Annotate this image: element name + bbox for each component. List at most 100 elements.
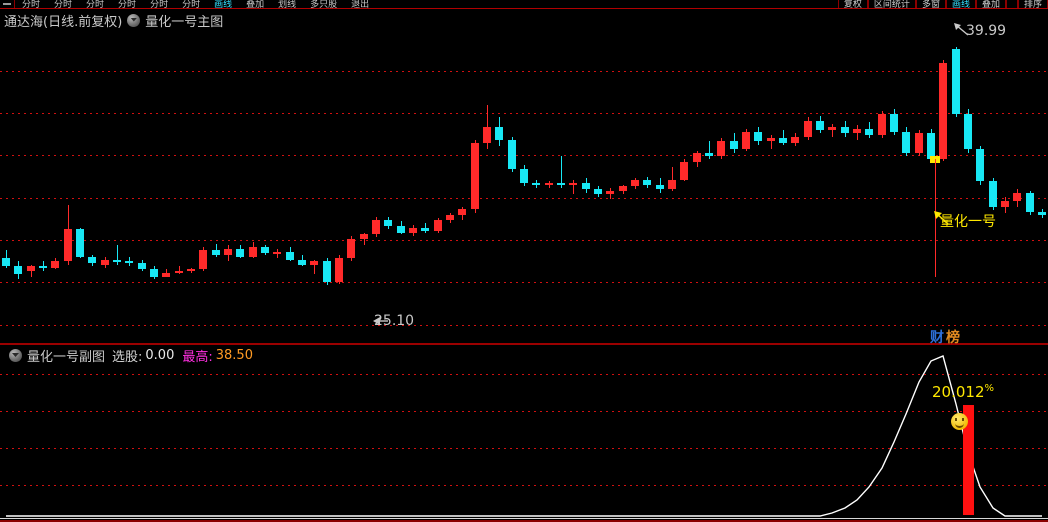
candle-wick — [117, 245, 118, 265]
candle-body — [767, 138, 775, 142]
toolbar-item-5[interactable]: 分时 — [182, 0, 201, 9]
candle-body — [631, 179, 639, 187]
candle-body — [853, 128, 861, 134]
candle-wick — [783, 130, 784, 145]
candle-wick — [166, 269, 167, 276]
toolbar-item-0[interactable]: 分时 — [22, 0, 41, 9]
candle-body — [915, 133, 923, 153]
candle-body — [323, 261, 331, 283]
candle-body — [545, 183, 553, 185]
smiley-mouth — [955, 421, 964, 428]
toolbar-right-item-5[interactable] — [1005, 0, 1018, 8]
toolbar-item-4[interactable]: 分时 — [150, 0, 169, 9]
candle-body — [187, 269, 195, 272]
candle-body — [606, 191, 614, 195]
high-price-label: 39.99 — [966, 23, 1007, 39]
toolbar-right-item-1[interactable]: 区间统计 — [867, 0, 916, 8]
percent-sign: % — [984, 383, 995, 394]
candle-body — [656, 184, 664, 190]
peak-percent-value: 20.012 — [932, 383, 985, 401]
candle-body — [717, 141, 725, 156]
toolbar-item-2[interactable]: 分时 — [86, 0, 105, 9]
max-value: 38.50 — [215, 348, 253, 363]
indicator-name[interactable]: 量化一号主图 — [145, 14, 224, 30]
toolbar-drag-handle[interactable] — [0, 0, 15, 8]
candle-body — [779, 138, 787, 143]
candle-body — [520, 168, 528, 183]
toolbar-item-7[interactable]: 叠加 — [246, 0, 265, 9]
toolbar-right-item-4[interactable]: 叠加 — [975, 0, 1006, 8]
indicator-baseline — [0, 518, 1048, 519]
watermark-char-2: 榜 — [946, 330, 960, 346]
smiley-eye-right — [962, 418, 964, 421]
candle-body — [162, 272, 170, 278]
window-bottom-border — [0, 520, 1048, 522]
candle-body — [791, 136, 799, 143]
indicator-chevron-down-icon[interactable] — [9, 349, 22, 362]
candle-body — [816, 120, 824, 131]
candle-body — [939, 63, 947, 159]
candle-body — [51, 261, 59, 268]
candle-body — [1038, 211, 1046, 215]
candle-body — [199, 250, 207, 270]
candle-body — [841, 127, 849, 134]
toolbar-item-3[interactable]: 分时 — [118, 0, 137, 9]
toolbar-right-item-2[interactable]: 多窗 — [915, 0, 946, 8]
candle-body — [964, 114, 972, 150]
peak-percent-label: 20.012% — [932, 383, 994, 401]
period-label: (日线.前复权) — [43, 14, 123, 30]
indicator-chart-pane[interactable] — [0, 345, 1048, 522]
candle-body — [680, 162, 688, 180]
toolbar-left-group[interactable]: 分时 分时 分时 分时 分时 分时 画线 叠加 划线 多只股 退出 — [0, 0, 376, 9]
toolbar-item-10[interactable]: 退出 — [351, 0, 370, 9]
toolbar-right-item-0[interactable]: 复权 — [837, 0, 868, 8]
indicator-gridline-2 — [0, 448, 1048, 449]
candle-wick — [573, 179, 574, 195]
toolbar-right-item-3[interactable]: 画线 — [945, 0, 976, 8]
price-chart-pane[interactable] — [0, 9, 1048, 343]
toolbar-item-1[interactable]: 分时 — [54, 0, 73, 9]
candle-body — [902, 131, 910, 153]
candle-body — [2, 258, 10, 267]
low-price-label: 25.10 — [374, 313, 415, 329]
candle-body — [14, 266, 22, 275]
signal-arrow-icon — [934, 211, 949, 225]
candle-body — [643, 179, 651, 185]
indicator-title-bar: 量化一号副图 选股: 0.00 最高: 38.50 — [4, 347, 253, 365]
candle-body — [39, 266, 47, 269]
price-gridline-1 — [0, 113, 1048, 114]
candle-body — [878, 114, 886, 135]
candle-body — [1013, 192, 1021, 201]
indicator-panel-name[interactable]: 量化一号副图 — [27, 350, 106, 365]
candle-body — [88, 256, 96, 263]
toolbar-item-6[interactable]: 画线 — [214, 0, 233, 9]
watermark: 财 榜 — [929, 330, 961, 346]
price-gridline-3 — [0, 198, 1048, 199]
candle-body — [594, 189, 602, 195]
candle-wick — [771, 135, 772, 150]
candle-body — [705, 152, 713, 156]
candle-body — [668, 179, 676, 190]
indicator-gridline-0 — [0, 374, 1048, 375]
candle-wick — [832, 123, 833, 137]
candle-body — [298, 259, 306, 265]
candle-body — [804, 120, 812, 137]
pane-separator — [0, 343, 1048, 345]
top-toolbar[interactable]: 分时 分时 分时 分时 分时 分时 画线 叠加 划线 多只股 退出 复权 区间统… — [0, 0, 1048, 9]
toolbar-right-group[interactable]: 复权 区间统计 多窗 画线 叠加 排序 — [837, 0, 1048, 8]
candle-body — [569, 183, 577, 185]
toolbar-item-8[interactable]: 划线 — [278, 0, 297, 9]
toolbar-right-item-6[interactable]: 排序 — [1017, 0, 1048, 8]
candle-body — [508, 139, 516, 169]
indicator-gridline-3 — [0, 485, 1048, 486]
chevron-down-icon[interactable] — [127, 13, 141, 27]
candle-body — [828, 127, 836, 131]
candle-wick — [672, 167, 673, 191]
indicator-line-series — [6, 355, 1042, 517]
candle-body — [1026, 192, 1034, 212]
candle-body — [310, 261, 318, 265]
toolbar-item-9[interactable]: 多只股 — [310, 0, 338, 9]
candle-body — [421, 227, 429, 231]
candle-body — [138, 263, 146, 270]
